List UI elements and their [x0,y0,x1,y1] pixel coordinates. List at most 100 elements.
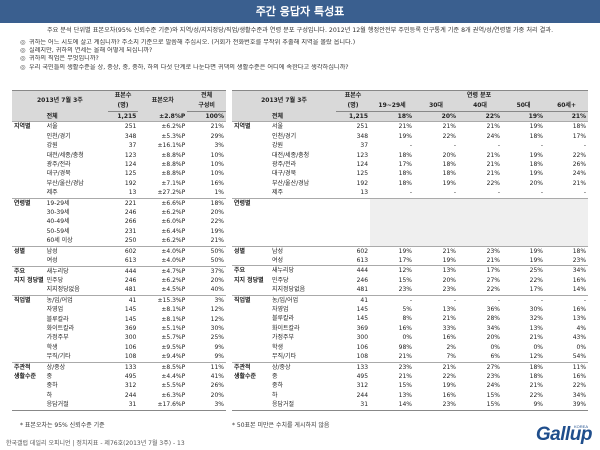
sample-size: 444 [336,266,370,276]
row-label: 상/중상 [270,362,336,372]
age-share: 17% [370,256,414,266]
row-label: 농/임/어업 [270,295,336,305]
row-category: 주요 [232,266,270,276]
left-period-header: 2013년 7월 3주 [12,91,108,112]
sample-size: 108 [336,352,370,362]
margin-of-error: ±16.1%P [138,141,187,150]
sample-size: 246 [108,276,139,285]
row-label: 40-49세 [45,217,108,226]
age-share: 22% [414,372,458,381]
age-share: 21% [414,246,458,256]
question-item: ◎실례지만, 귀하의 연세는 올해 어떻게 되십니까? [20,47,580,55]
table-row: 주관적상/중상133±8.5%P11% [12,362,226,372]
margin-of-error: ±6.3%P [138,391,187,400]
table-row: 직업별농/임/어업41±15.3%P3% [12,295,226,305]
composition: 40% [187,285,226,295]
row-category [12,188,45,198]
age-share: - [414,295,458,305]
age-share [370,227,414,236]
age-share: 18% [414,169,458,178]
age-share [414,217,458,226]
age-share [458,227,502,236]
age-share: 28% [458,314,502,323]
question-list: ◎귀하는 어느 시도에 살고 계십니까? 주소지 기준으로 말씀해 주십시오. … [20,39,580,72]
table-row: 제주13----- [232,188,588,198]
row-label: 강원 [45,141,108,150]
table-row: 중하31215%19%24%21%22% [232,381,588,390]
composition: 3% [187,295,226,305]
age-share: 27% [458,276,502,285]
row-category [12,179,45,188]
age-share: 18% [545,122,588,132]
sample-size: 13 [336,188,370,198]
table-row: 지지정당없음481±4.5%P40% [12,285,226,295]
age-share: - [502,295,545,305]
row-label: 남성 [270,246,336,256]
table-row [232,236,588,246]
row-label: 부산/울산/경남 [270,179,336,188]
age-share [545,208,588,217]
margin-of-error: ±8.8%P [138,169,187,178]
margin-of-error: ±4.5%P [138,285,187,295]
age-share: - [458,295,502,305]
row-category [232,169,270,178]
row-label: 중하 [270,381,336,390]
row-category [232,314,270,323]
table-row: 하244±6.3%P20% [12,391,226,400]
table-row: 40-49세266±6.0%P22% [12,217,226,226]
left-n-unit: (명) [108,101,139,112]
margin-of-error: ±4.0%P [138,246,187,256]
row-category [12,324,45,333]
page-subtitle: 주요 분석 단위별 표본오차(95% 신뢰수준 기준)와 지역/성/지지정당/직… [6,25,594,34]
age-share: 7% [414,352,458,362]
age-column-header: 30대 [414,101,458,112]
age-share: - [545,141,588,150]
composition: 22% [187,217,226,226]
row-category [232,391,270,400]
sample-size: 369 [108,324,139,333]
row-label: 대전/세종/충청 [270,151,336,160]
table-row: 60세 이상250±6.2%P21% [12,236,226,246]
sample-size: 481 [108,285,139,295]
row-category [232,132,270,141]
age-share: 17% [458,266,502,276]
right-period-header: 2013년 7월 3주 [232,91,336,112]
age-share: 30% [502,305,545,314]
age-share: 19% [502,246,545,256]
row-category: 생활수준 [232,372,270,381]
table-row: 학생106±9.5%P9% [12,343,226,352]
age-share: 17% [545,132,588,141]
table-row: 30-39세246±6.2%P20% [12,208,226,217]
margin-of-error: ±27.2%P [138,188,187,198]
question-text: 귀하는 어느 시도에 살고 계십니까? 주소지 기준으로 말씀해 주십시오. (… [29,39,355,46]
row-category: 성별 [232,246,270,256]
sample-size: 221 [108,198,139,208]
sample-size: 231 [108,227,139,236]
page-footer: 한국갤럽 데일리 오피니언 | 정치지표 - 제76호(2013년 7월 3주)… [6,438,185,447]
age-share: 21% [414,362,458,372]
table-row: 인천/경기348±5.3%P29% [12,132,226,141]
left-n-header: 표본수 [108,91,139,102]
row-label: 서울 [45,122,108,132]
age-share: 18% [370,112,414,122]
age-share [370,208,414,217]
table-row: 전체1,215±2.8%P100% [12,112,226,122]
row-category: 주관적 [12,362,45,372]
age-share: 36% [458,305,502,314]
question-item: ◎귀하의 직업은 무엇입니까? [20,55,580,63]
row-category [12,333,45,342]
row-label: 자영업 [45,305,108,314]
age-share: 18% [502,132,545,141]
gallup-logo: Gallup [536,424,592,446]
composition: 20% [187,276,226,285]
sample-size: 613 [108,256,139,266]
row-label: 무직/기타 [270,352,336,362]
age-share: 11% [545,362,588,372]
age-share: 13% [545,314,588,323]
age-column-header: 50대 [502,101,545,112]
row-category [232,208,270,217]
row-category [12,285,45,295]
age-share: - [414,188,458,198]
row-label: 전체 [270,112,336,122]
row-category [232,381,270,390]
